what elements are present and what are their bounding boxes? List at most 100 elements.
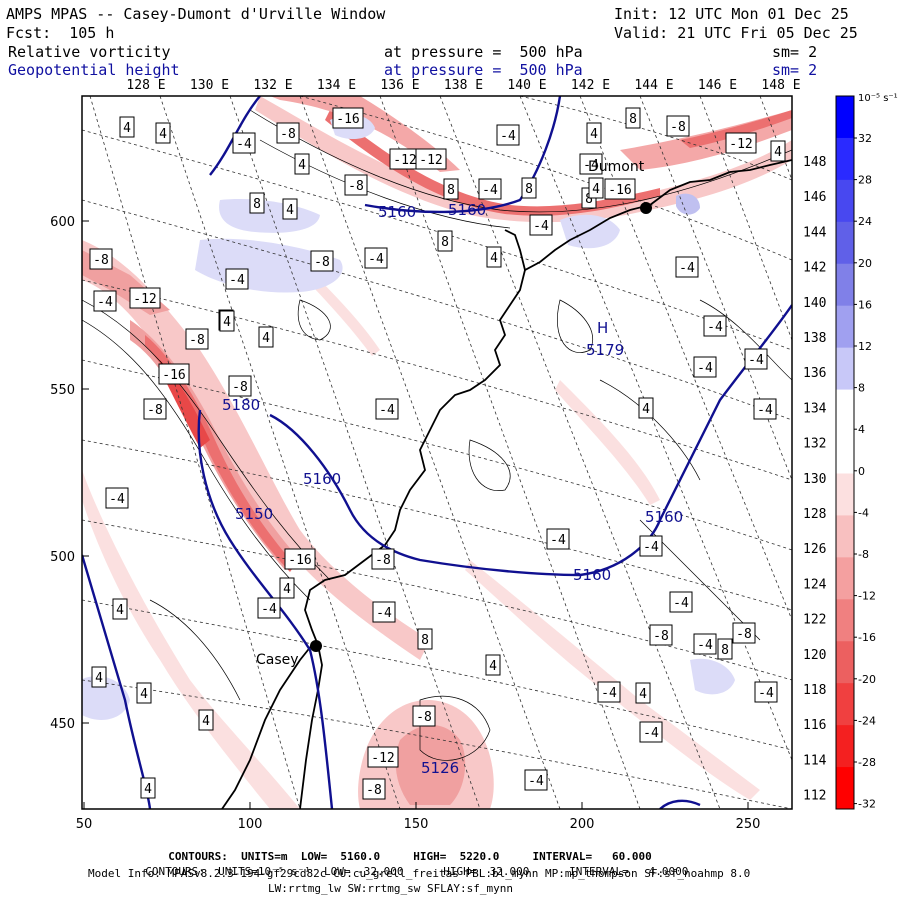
right-lon-label: 118 E bbox=[803, 683, 842, 698]
svg-text:-4: -4 bbox=[533, 219, 549, 234]
svg-text:8: 8 bbox=[421, 633, 429, 648]
colorbar-label: -24 bbox=[858, 714, 876, 727]
svg-text:-4: -4 bbox=[236, 137, 252, 152]
vorticity-label: 4 bbox=[770, 140, 786, 162]
height-label: 5179 bbox=[586, 341, 624, 359]
vorticity-label: -4 bbox=[524, 769, 548, 791]
vorticity-label: -8 bbox=[344, 174, 368, 196]
svg-text:-8: -8 bbox=[375, 553, 391, 568]
right-lon-label: 128 E bbox=[803, 507, 842, 522]
vorticity-label: -4 bbox=[478, 178, 502, 200]
vorticity-label: -4 bbox=[364, 247, 388, 269]
vorticity-label: -16 bbox=[332, 107, 364, 129]
top-lon-label: 148 E bbox=[761, 78, 800, 93]
vorticity-label: 4 bbox=[588, 177, 604, 199]
colorbar-swatch bbox=[836, 557, 854, 600]
x-tick-label: 50 bbox=[76, 817, 93, 832]
vorticity-label: -8 bbox=[666, 115, 690, 137]
svg-text:-8: -8 bbox=[736, 627, 752, 642]
valid-time: Valid: 21 UTC Fri 05 Dec 25 bbox=[614, 24, 858, 42]
colorbar-label: -4 bbox=[858, 506, 869, 519]
right-lon-label: 148 E bbox=[803, 155, 842, 170]
svg-text:8: 8 bbox=[585, 192, 593, 207]
vorticity-label: 4 bbox=[635, 682, 651, 704]
vorticity-label: 8 bbox=[417, 628, 433, 650]
field2-name: Geopotential height bbox=[8, 61, 180, 79]
svg-text:4: 4 bbox=[642, 402, 650, 417]
svg-text:4: 4 bbox=[283, 582, 291, 597]
field1-name: Relative vorticity bbox=[8, 43, 171, 61]
top-lon-label: 138 E bbox=[444, 78, 483, 93]
top-lon-label: 142 E bbox=[571, 78, 610, 93]
footer-height-contours: CONTOURS: UNITS=m LOW= 5160.0 HIGH= 5220… bbox=[168, 850, 652, 863]
colorbar-swatch bbox=[836, 599, 854, 642]
right-lon-label: 134 E bbox=[803, 401, 842, 416]
x-axis-ticks: 50 100 150 200 250 bbox=[76, 802, 760, 832]
top-lon-label: 134 E bbox=[317, 78, 356, 93]
field1-level: at pressure = 500 hPa bbox=[384, 43, 583, 61]
vorticity-label: 8 bbox=[249, 192, 265, 214]
vorticity-label: -4 bbox=[753, 398, 777, 420]
height-label: 5180 bbox=[222, 396, 260, 414]
vorticity-label: -8 bbox=[310, 250, 334, 272]
vorticity-label: 4 bbox=[155, 122, 171, 144]
vorticity-label: -4 bbox=[372, 601, 396, 623]
svg-text:-8: -8 bbox=[189, 333, 205, 348]
colorbar-label: -32 bbox=[858, 798, 876, 811]
svg-text:4: 4 bbox=[202, 714, 210, 729]
vorticity-label: 8 bbox=[717, 638, 733, 660]
height-label: 5126 bbox=[421, 759, 459, 777]
svg-text:-8: -8 bbox=[653, 629, 669, 644]
vorticity-label: 4 bbox=[586, 122, 602, 144]
y-tick-label: 600 bbox=[50, 215, 75, 230]
height-label: 5150 bbox=[235, 505, 273, 523]
top-lon-label: 136 E bbox=[380, 78, 419, 93]
stations: Casey Dumont bbox=[256, 159, 652, 668]
svg-text:-4: -4 bbox=[500, 129, 516, 144]
svg-text:-8: -8 bbox=[93, 253, 109, 268]
dumont-station-marker bbox=[640, 202, 652, 214]
vorticity-label: -4 bbox=[529, 214, 553, 236]
height-label: 5160 bbox=[448, 201, 486, 219]
vorticity-label: -16 bbox=[284, 548, 316, 570]
vorticity-label: -12 bbox=[725, 132, 757, 154]
vorticity-label: -4 bbox=[257, 597, 281, 619]
svg-text:8: 8 bbox=[629, 112, 637, 127]
svg-text:-4: -4 bbox=[679, 261, 695, 276]
colorbar-swatch bbox=[836, 683, 854, 726]
svg-text:-16: -16 bbox=[608, 183, 631, 198]
colorbar-swatch bbox=[836, 515, 854, 558]
svg-text:4: 4 bbox=[592, 182, 600, 197]
vorticity-label: 8 bbox=[625, 107, 641, 129]
svg-text:4: 4 bbox=[489, 659, 497, 674]
colorbar-swatch bbox=[836, 641, 854, 684]
footer-vorticity-contours: CONTOURS: UNITS=10⁻⁵ s⁻¹ LOW= -32.000 HI… bbox=[145, 865, 689, 878]
y-tick-label: 500 bbox=[50, 550, 75, 565]
vorticity-label: 4 bbox=[119, 116, 135, 138]
svg-text:8: 8 bbox=[447, 183, 455, 198]
svg-text:4: 4 bbox=[123, 121, 131, 136]
x-tick-label: 150 bbox=[404, 817, 429, 832]
colorbar-label: 20 bbox=[858, 257, 872, 270]
vorticity-label: -4 bbox=[754, 681, 778, 703]
svg-text:-12: -12 bbox=[729, 137, 752, 152]
colorbar-swatch bbox=[836, 96, 854, 139]
svg-text:-4: -4 bbox=[482, 183, 498, 198]
svg-text:-4: -4 bbox=[601, 686, 617, 701]
right-lon-label: 136 E bbox=[803, 366, 842, 381]
right-lon-label: 112 E bbox=[803, 789, 842, 804]
svg-text:-16: -16 bbox=[288, 553, 311, 568]
right-lon-label: 130 E bbox=[803, 472, 842, 487]
svg-text:-12: -12 bbox=[393, 153, 416, 168]
svg-text:4: 4 bbox=[159, 127, 167, 142]
vorticity-label: -8 bbox=[371, 548, 395, 570]
vorticity-label: 4 bbox=[219, 310, 235, 332]
vorticity-label: -8 bbox=[89, 248, 113, 270]
vorticity-label: -16 bbox=[158, 363, 190, 385]
colorbar-swatch bbox=[836, 137, 854, 181]
colorbar-label: 12 bbox=[858, 340, 872, 353]
right-lon-label: 114 E bbox=[803, 753, 842, 768]
vorticity-label: -4 bbox=[675, 256, 699, 278]
svg-text:-4: -4 bbox=[261, 602, 277, 617]
